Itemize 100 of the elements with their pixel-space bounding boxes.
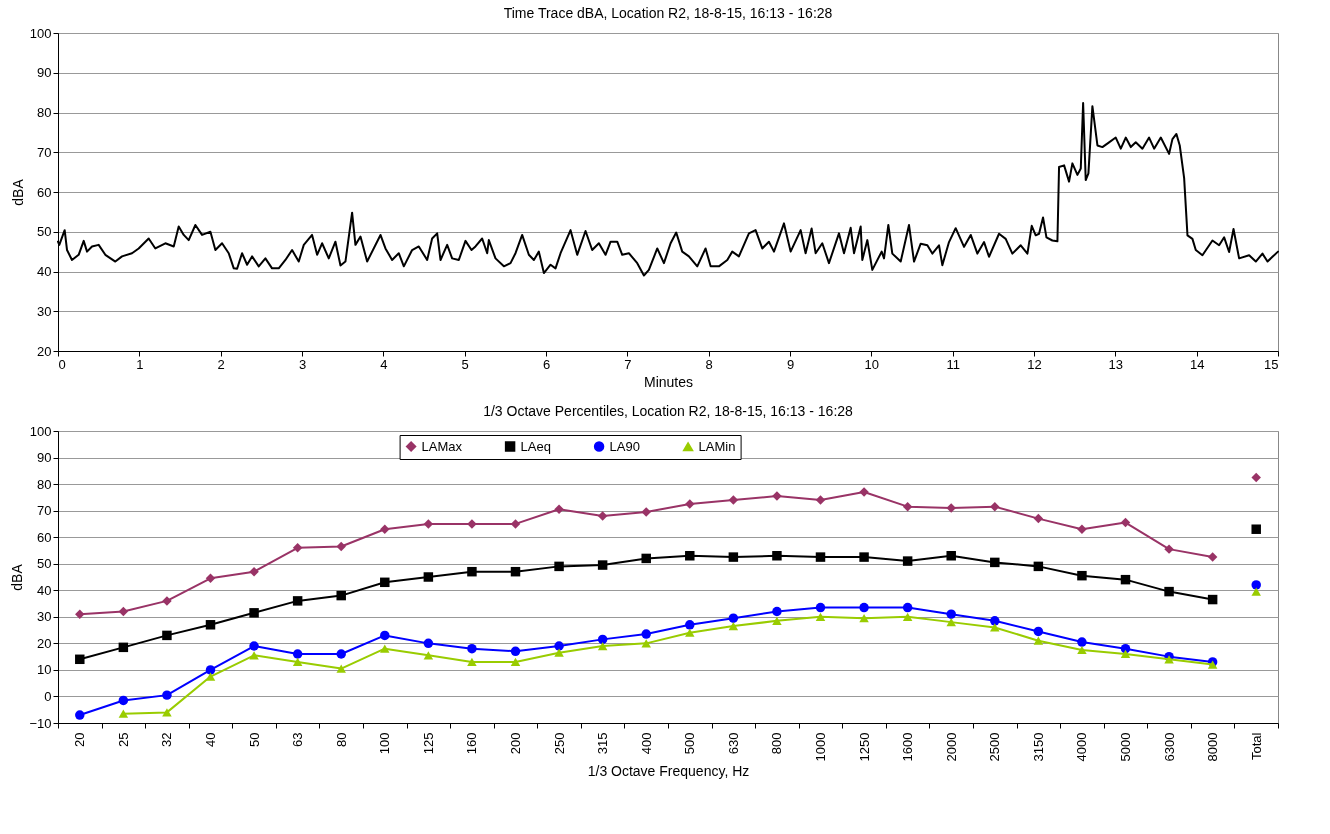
x-tick-label: 100 <box>377 732 393 755</box>
point <box>1164 586 1174 597</box>
point <box>162 708 172 717</box>
x-tick-label: 12 <box>1027 356 1042 372</box>
point <box>205 672 216 681</box>
point <box>1120 649 1131 659</box>
point <box>990 623 1000 632</box>
x-tick-label: 2500 <box>987 732 1003 762</box>
y-tick-label: 0 <box>44 688 52 704</box>
y-tick-label: 80 <box>37 105 52 120</box>
point <box>75 654 85 665</box>
x-tick-label: Total <box>1248 732 1264 760</box>
point <box>554 648 564 657</box>
x-tick-label: 250 <box>551 732 567 755</box>
point <box>728 622 739 631</box>
point <box>205 620 216 630</box>
x-tick-label: 8000 <box>1205 732 1221 762</box>
y-axis-title: dBA <box>9 178 26 206</box>
point <box>380 577 390 588</box>
point <box>118 695 129 706</box>
point <box>990 557 1000 568</box>
x-tick-label: 3 <box>298 356 307 372</box>
x-tick-label: 125 <box>420 732 436 755</box>
point <box>685 620 695 630</box>
y-tick-label: 30 <box>37 609 52 625</box>
x-tick-label: 2000 <box>943 732 959 762</box>
point <box>380 630 390 641</box>
y-tick-label: 50 <box>37 556 52 572</box>
x-tick-label: 10 <box>864 356 880 372</box>
point <box>990 616 1000 626</box>
x-tick-label: 20 <box>72 732 88 747</box>
y-tick-label: 20 <box>37 635 52 651</box>
y-tick-label: −10 <box>29 715 52 731</box>
point <box>467 657 477 667</box>
x-tick-label: 25 <box>115 732 131 747</box>
x-tick-label: 15 <box>1264 356 1279 372</box>
point <box>292 657 303 667</box>
point <box>1120 574 1131 585</box>
point <box>859 602 869 613</box>
x-tick-label: 6300 <box>1161 732 1177 762</box>
point <box>1033 626 1044 637</box>
y-tick-label: 50 <box>37 224 52 240</box>
x-tick-label: 5 <box>461 356 469 372</box>
point <box>423 638 434 649</box>
point <box>1077 637 1087 647</box>
point <box>902 556 913 566</box>
point <box>990 501 1000 512</box>
point <box>1077 645 1087 655</box>
point <box>815 495 826 505</box>
point <box>554 504 564 515</box>
x-axis-title: Minutes <box>643 373 694 390</box>
point <box>162 690 172 700</box>
point <box>380 524 390 534</box>
x-tick-label: 3150 <box>1030 732 1046 762</box>
point <box>292 543 303 553</box>
point <box>815 552 826 562</box>
point <box>946 618 956 627</box>
y-tick-label: 90 <box>37 65 52 81</box>
y-tick-label: 40 <box>37 264 52 279</box>
x-tick-label: 9 <box>786 356 795 372</box>
point <box>205 573 216 584</box>
point <box>641 629 651 639</box>
point <box>336 541 346 552</box>
point <box>815 602 826 613</box>
x-tick-label: 7 <box>624 356 632 372</box>
x-tick-label: 160 <box>464 732 480 755</box>
x-tick-label: 2 <box>217 356 225 372</box>
y-tick-label: 70 <box>37 503 52 519</box>
point <box>510 519 521 529</box>
y-tick-label: 90 <box>37 450 52 466</box>
point <box>249 641 259 651</box>
point <box>597 560 608 570</box>
x-tick-label: 315 <box>595 732 611 755</box>
point <box>1033 561 1044 572</box>
point <box>1077 570 1087 581</box>
x-axis-title: 1/3 Octave Frequency, Hz <box>587 763 750 780</box>
point <box>859 552 869 562</box>
point <box>1207 552 1218 562</box>
point <box>336 590 346 601</box>
x-tick-label: 8 <box>705 356 713 372</box>
x-tick-label: 400 <box>638 732 654 755</box>
point <box>728 613 739 623</box>
x-tick-label: 0 <box>58 356 66 372</box>
point <box>510 646 521 657</box>
x-tick-label: 800 <box>769 732 785 755</box>
x-tick-label: 630 <box>725 732 741 755</box>
y-tick-label: 60 <box>37 529 52 545</box>
point <box>1120 517 1131 528</box>
point <box>946 551 956 561</box>
y-tick-label: 80 <box>37 476 52 492</box>
point <box>685 551 695 561</box>
point <box>292 596 303 606</box>
x-tick-label: 50 <box>246 732 262 747</box>
y-tick-label: 60 <box>37 184 52 200</box>
point <box>728 495 739 505</box>
x-tick-label: 1250 <box>856 732 872 762</box>
x-tick-label: 1600 <box>900 732 916 762</box>
y-axis-title: dBA <box>9 563 26 591</box>
point <box>1033 636 1044 645</box>
y-tick-label: 70 <box>37 144 52 160</box>
